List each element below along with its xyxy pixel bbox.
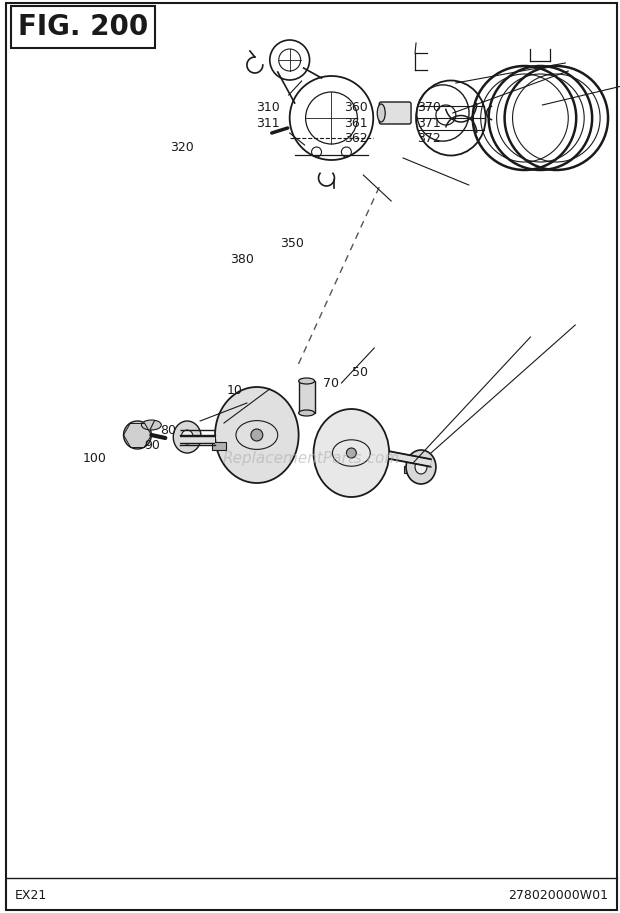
Text: 361: 361 [344, 117, 368, 130]
Text: 372: 372 [417, 132, 441, 145]
Text: 370: 370 [417, 101, 441, 114]
Text: 100: 100 [82, 452, 107, 465]
Bar [299, 381, 314, 413]
Ellipse shape [173, 421, 201, 453]
Text: 70: 70 [323, 377, 339, 390]
Ellipse shape [377, 104, 385, 122]
Ellipse shape [215, 387, 299, 483]
Circle shape [347, 448, 356, 458]
Ellipse shape [299, 378, 314, 384]
Bar [212, 442, 226, 450]
Circle shape [251, 429, 263, 441]
Text: 278020000W01: 278020000W01 [508, 888, 608, 901]
Text: 380: 380 [231, 253, 254, 266]
Text: 320: 320 [170, 142, 194, 154]
Text: 310: 310 [257, 101, 280, 114]
Text: EX21: EX21 [15, 888, 47, 901]
Text: 311: 311 [257, 117, 280, 130]
Text: ReplacementParts.com: ReplacementParts.com [223, 450, 400, 466]
Bar [11, 6, 156, 48]
Text: 90: 90 [144, 439, 161, 452]
Ellipse shape [314, 409, 389, 497]
Text: 371: 371 [417, 117, 441, 130]
Text: 350: 350 [280, 237, 304, 250]
Ellipse shape [415, 460, 427, 474]
Text: 50: 50 [352, 366, 368, 379]
FancyBboxPatch shape [379, 102, 411, 124]
Circle shape [123, 421, 151, 449]
Text: FIG. 200: FIG. 200 [17, 13, 148, 41]
Ellipse shape [141, 420, 161, 430]
Ellipse shape [427, 457, 435, 469]
Text: 360: 360 [344, 101, 368, 114]
Bar [404, 466, 416, 473]
Ellipse shape [406, 450, 436, 484]
Ellipse shape [299, 410, 314, 416]
Text: 10: 10 [226, 384, 242, 397]
Text: 80: 80 [161, 425, 177, 437]
Text: 362: 362 [344, 132, 368, 145]
Ellipse shape [176, 434, 184, 446]
Ellipse shape [181, 430, 193, 444]
